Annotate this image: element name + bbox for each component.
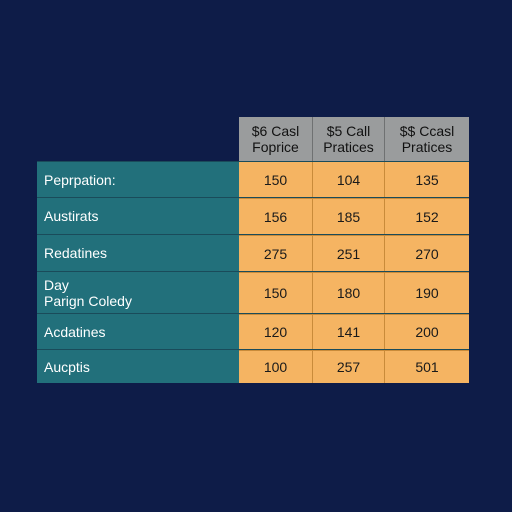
table-row[interactable]: Austirats 156 185 152 — [37, 197, 469, 234]
row-label-text-line-2: Parign Coledy — [44, 292, 132, 309]
row-label-text: Austirats — [44, 208, 99, 224]
column-header-3-line-2: Pratices — [401, 139, 453, 155]
table-cell: 150 — [239, 162, 313, 197]
row-label-text: Aucptis — [44, 358, 90, 375]
row-label-text: Redatines — [44, 245, 108, 261]
row-label-text: Peprpation: — [44, 171, 116, 188]
table-cell: 185 — [313, 198, 385, 234]
row-label: Austirats — [37, 198, 239, 234]
table-row[interactable]: Redatines 275 251 270 — [37, 234, 469, 271]
table-cell: 180 — [313, 272, 385, 313]
row-label-text-line-1: Day — [44, 276, 69, 293]
table-cell: 251 — [313, 235, 385, 271]
table-row[interactable]: Aucptis 100 257 501 — [37, 349, 469, 383]
table-cell: 152 — [385, 198, 469, 234]
table-row[interactable]: Acdatines 120 141 200 — [37, 313, 469, 349]
header-spacer — [37, 117, 239, 161]
table-row[interactable]: Peprpation: 150 104 135 — [37, 161, 469, 197]
column-header-2[interactable]: $5 Call Pratices — [313, 117, 385, 161]
row-label: Peprpation: — [37, 162, 239, 197]
table-cell: 156 — [239, 198, 313, 234]
column-header-1[interactable]: $6 Casl Foprice — [239, 117, 313, 161]
table-cell: 200 — [385, 314, 469, 349]
table-cell: 100 — [239, 350, 313, 383]
row-label: Aucptis — [37, 350, 239, 383]
row-label-text: Acdatines — [44, 323, 106, 340]
table-cell: 135 — [385, 162, 469, 197]
table-cell: 141 — [313, 314, 385, 349]
column-header-3-line-1: $$ Ccasl — [399, 123, 455, 139]
row-label: Acdatines — [37, 314, 239, 349]
table-cell: 104 — [313, 162, 385, 197]
row-label: Day Parign Coledy — [37, 272, 239, 313]
table-cell: 257 — [313, 350, 385, 383]
table-cell: 190 — [385, 272, 469, 313]
column-header-3[interactable]: $$ Ccasl Pratices — [385, 117, 469, 161]
table-cell: 120 — [239, 314, 313, 349]
table-row[interactable]: Day Parign Coledy 150 180 190 — [37, 271, 469, 313]
data-table: $6 Casl Foprice $5 Call Pratices $$ Ccas… — [37, 117, 469, 383]
table-cell: 270 — [385, 235, 469, 271]
column-header-2-line-1: $5 Call — [326, 123, 371, 139]
column-header-1-line-1: $6 Casl — [251, 123, 300, 139]
row-label: Redatines — [37, 235, 239, 271]
table-header-row: $6 Casl Foprice $5 Call Pratices $$ Ccas… — [37, 117, 469, 161]
table-cell: 150 — [239, 272, 313, 313]
table-cell: 275 — [239, 235, 313, 271]
column-header-1-line-2: Foprice — [252, 139, 299, 155]
table-cell: 501 — [385, 350, 469, 383]
column-header-2-line-2: Pratices — [323, 139, 374, 155]
